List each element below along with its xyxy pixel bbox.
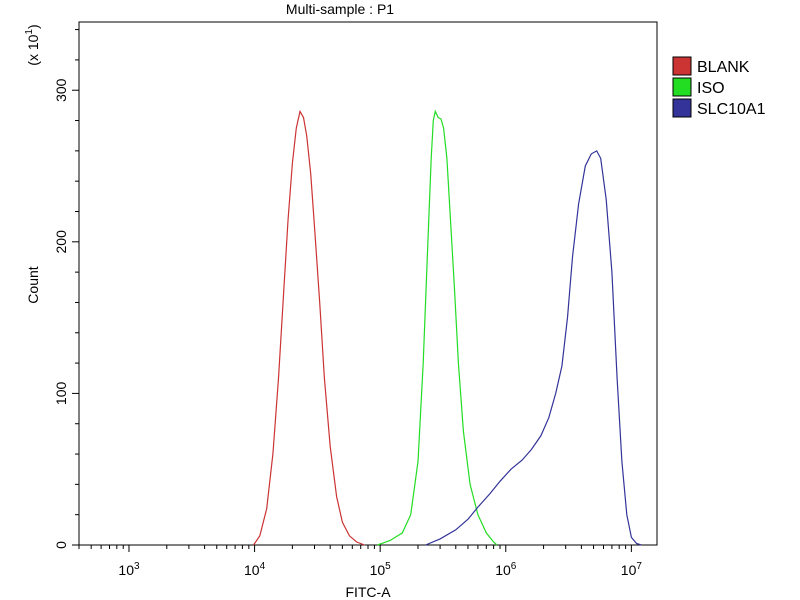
x-tick-label: 107: [621, 561, 643, 578]
legend-swatch-iso: [672, 77, 692, 97]
series-line-slc10a1: [425, 150, 642, 546]
x-axis: 103 104 105 106 107: [78, 545, 643, 578]
legend: BLANK ISO SLC10A1: [672, 56, 766, 118]
x-tick-label: 103: [118, 561, 140, 578]
y-axis: 0 100 200 300: [53, 29, 79, 549]
y-multiplier-label: (x 101): [24, 24, 41, 65]
y-tick-label: 100: [53, 382, 69, 406]
legend-label-blank: BLANK: [697, 59, 750, 76]
chart-title: Multi-sample : P1: [286, 1, 394, 17]
legend-swatch-blank: [672, 56, 692, 76]
y-axis-title: Count: [25, 266, 41, 303]
y-tick-label: 200: [53, 230, 69, 254]
x-tick-label: 106: [495, 561, 517, 578]
x-tick-label: 104: [244, 561, 266, 578]
series-line-iso: [377, 109, 498, 546]
plot-area: [78, 21, 658, 546]
legend-label-iso: ISO: [697, 80, 725, 97]
legend-label-slc10a1: SLC10A1: [697, 101, 766, 118]
legend-swatch-slc10a1: [672, 98, 692, 118]
y-tick-label: 300: [53, 78, 69, 102]
x-axis-title: FITC-A: [345, 584, 391, 600]
series-curves: [253, 109, 642, 546]
x-tick-label: 105: [370, 561, 392, 578]
y-tick-label: 0: [53, 541, 69, 549]
series-line-blank: [253, 109, 365, 546]
